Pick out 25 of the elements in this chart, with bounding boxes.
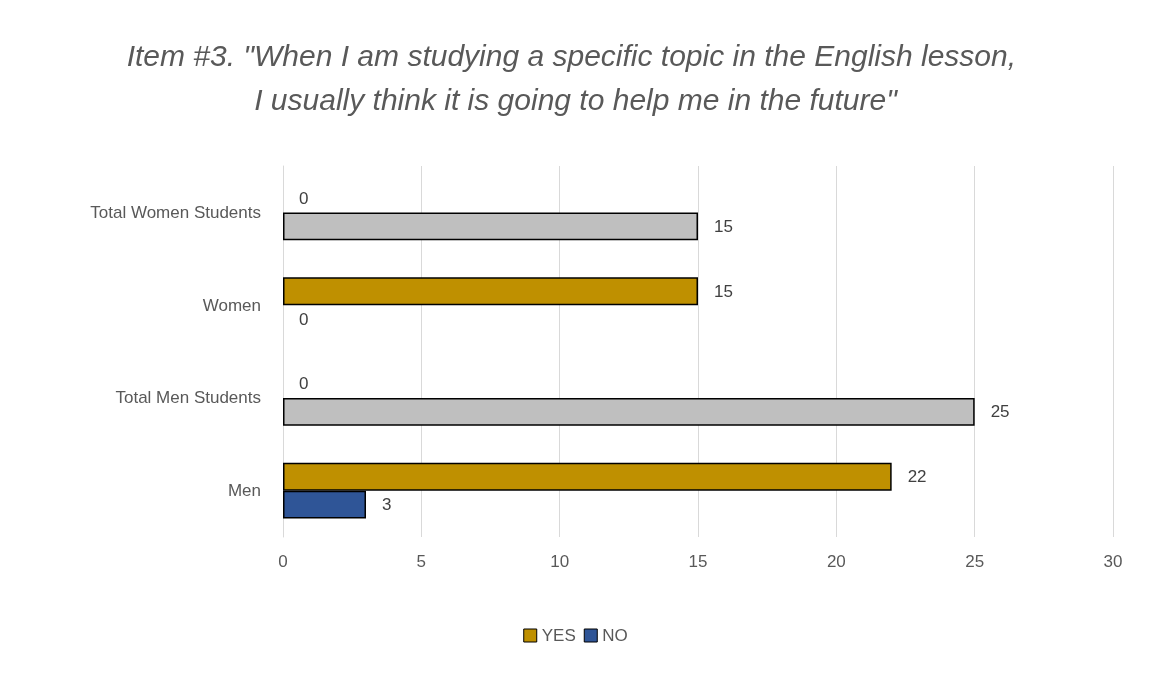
- x-tick-label: 15: [688, 552, 708, 571]
- x-tick-label: 0: [278, 552, 288, 571]
- y-tick-label: Total Men Students: [115, 388, 261, 408]
- data-label: 0: [299, 188, 309, 208]
- y-tick-label: Men: [227, 481, 261, 501]
- data-label: 25: [990, 402, 1010, 422]
- y-tick-label: Total Women Students: [90, 202, 261, 222]
- x-tick-label: 10: [550, 552, 570, 571]
- chart-title: Item #3. "When I am studying a specific topic in the English lesson, I usually think it is going to help me in the future": [126, 38, 1025, 116]
- data-label: 3: [382, 495, 392, 515]
- x-tick-label: 20: [826, 552, 846, 571]
- y-tick-label: Women: [202, 295, 261, 315]
- data-label: 22: [907, 467, 927, 487]
- data-label: 15: [714, 281, 733, 301]
- data-label: 15: [714, 216, 733, 236]
- bar: [283, 397, 975, 426]
- legend-label: YES: [541, 626, 576, 645]
- data-label: 0: [299, 374, 309, 394]
- bar: [283, 212, 698, 241]
- bar: [283, 277, 698, 306]
- x-tick-label: 30: [1103, 552, 1123, 571]
- legend-label: NO: [602, 626, 628, 645]
- x-tick-label: 5: [416, 552, 427, 571]
- x-tick-label: 25: [965, 552, 985, 571]
- data-label: 0: [299, 309, 309, 329]
